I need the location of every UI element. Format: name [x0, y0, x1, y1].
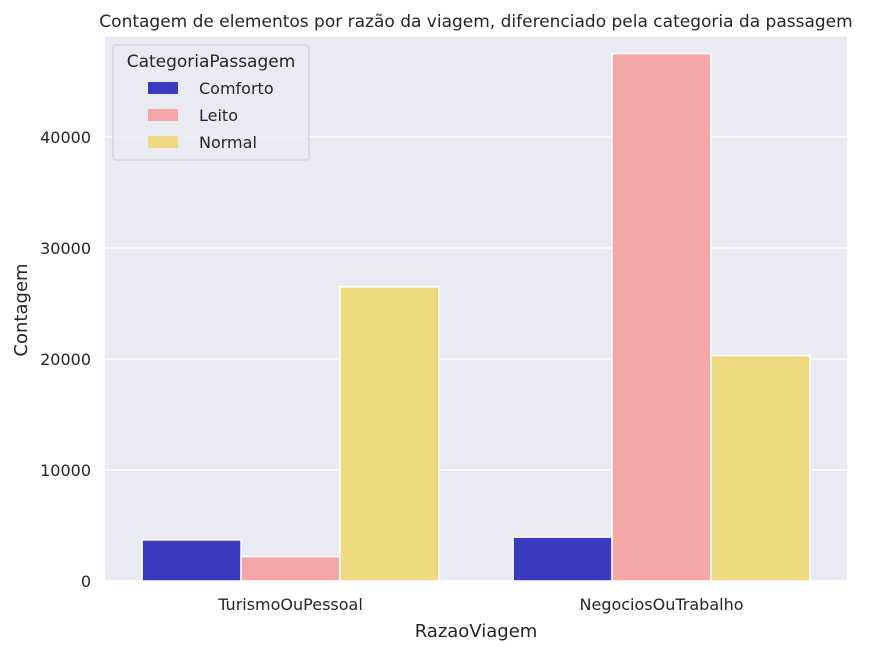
y-tick-labels: 0 10000 20000 30000 40000 [40, 128, 91, 591]
legend-swatch [148, 109, 178, 121]
bar-comforto-turismooupessoal [141, 539, 242, 582]
legend-swatch [148, 136, 178, 148]
y-tick-label: 40000 [40, 128, 91, 147]
legend-frame [112, 44, 310, 161]
legend: CategoriaPassagem Comforto Leito Normal [112, 44, 310, 161]
legend-items: Comforto Leito Normal [148, 79, 274, 152]
x-tick-label: TurismoOuPessoal [217, 595, 363, 614]
legend-label: Comforto [199, 79, 274, 98]
x-tick-label: NegociosOuTrabalho [580, 595, 744, 614]
legend-swatch [148, 82, 178, 94]
legend-label: Normal [199, 133, 257, 152]
y-axis-label: Contagem [11, 263, 32, 356]
bars [141, 52, 811, 582]
bar-normal-negociosoutrabalho [710, 354, 811, 582]
x-tick-labels: TurismoOuPessoal NegociosOuTrabalho [217, 595, 743, 614]
x-axis-label: RazaoViagem [415, 621, 538, 642]
bar-leito-turismooupessoal [240, 555, 341, 582]
chart-title: Contagem de elementos por razão da viage… [99, 12, 852, 32]
bar-normal-turismooupessoal [339, 286, 440, 582]
legend-title: CategoriaPassagem [127, 52, 296, 72]
y-tick-label: 20000 [40, 350, 91, 369]
y-tick-label: 0 [81, 572, 91, 591]
bar-comforto-negociosoutrabalho [512, 536, 613, 582]
y-tick-label: 30000 [40, 239, 91, 258]
bar-leito-negociosoutrabalho [611, 52, 712, 582]
y-tick-label: 10000 [40, 461, 91, 480]
legend-label: Leito [199, 106, 238, 125]
